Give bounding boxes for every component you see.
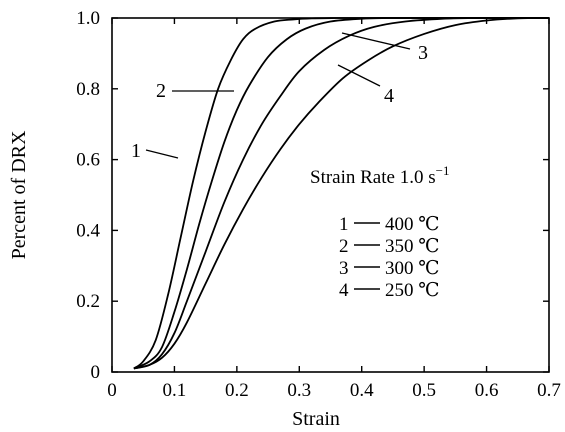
x-axis-title: Strain — [292, 408, 340, 430]
curve-1-leader — [145, 149, 179, 159]
legend-text-2: 350 ℃ — [385, 236, 440, 257]
x-tick-label: 0.6 — [475, 380, 499, 401]
curve-4-label: 4 — [384, 85, 394, 107]
legend-num-4: 4 — [339, 280, 349, 301]
curve-2-label: 2 — [156, 80, 166, 102]
legend-text-4: 250 ℃ — [385, 280, 440, 301]
x-tick-label: 0.4 — [350, 380, 374, 401]
x-tick-label: 0.3 — [287, 380, 311, 401]
y-axis-title: Percent of DRX — [8, 130, 30, 259]
y-tick-label: 0 — [91, 362, 101, 383]
curve-4-leader — [337, 64, 381, 87]
strain-rate-annotation: Strain Rate 1.0 s−1 — [310, 163, 449, 188]
curves-layer — [133, 17, 550, 370]
y-tick-label: 0.2 — [76, 291, 100, 312]
series-1-line — [133, 17, 549, 370]
curve-3-leader — [341, 32, 411, 50]
series-4-line — [133, 17, 550, 370]
series-3-line — [133, 17, 549, 370]
x-tick-label: 0.1 — [163, 380, 187, 401]
x-tick-label: 0.5 — [412, 380, 436, 401]
series-2-line — [133, 17, 549, 370]
y-tick-label: 1.0 — [76, 8, 100, 29]
x-tick-label: 0 — [107, 380, 117, 401]
y-tick-label: 0.6 — [76, 150, 100, 171]
legend-num-1: 1 — [339, 214, 349, 235]
plot-frame — [111, 17, 550, 373]
legend-num-3: 3 — [339, 258, 349, 279]
curve-1-label: 1 — [131, 140, 141, 162]
legend-text-1: 400 ℃ — [385, 214, 440, 235]
ticks-layer: 0 0.1 0.2 0.3 0.4 0.5 0.6 0.7 0 0.2 0.4 0.6 0.8 1.0 — [76, 8, 561, 401]
x-tick-label: 0.2 — [225, 380, 249, 401]
legend-text-3: 300 ℃ — [385, 258, 440, 279]
curve-3-label: 3 — [418, 42, 428, 64]
y-tick-label: 0.8 — [76, 79, 100, 100]
x-tick-label: 0.7 — [537, 380, 561, 401]
legend-num-2: 2 — [339, 236, 349, 257]
legend: 1 400 ℃ 2 350 ℃ 3 300 ℃ 4 250 ℃ — [339, 214, 440, 301]
y-tick-label: 0.4 — [76, 220, 100, 241]
